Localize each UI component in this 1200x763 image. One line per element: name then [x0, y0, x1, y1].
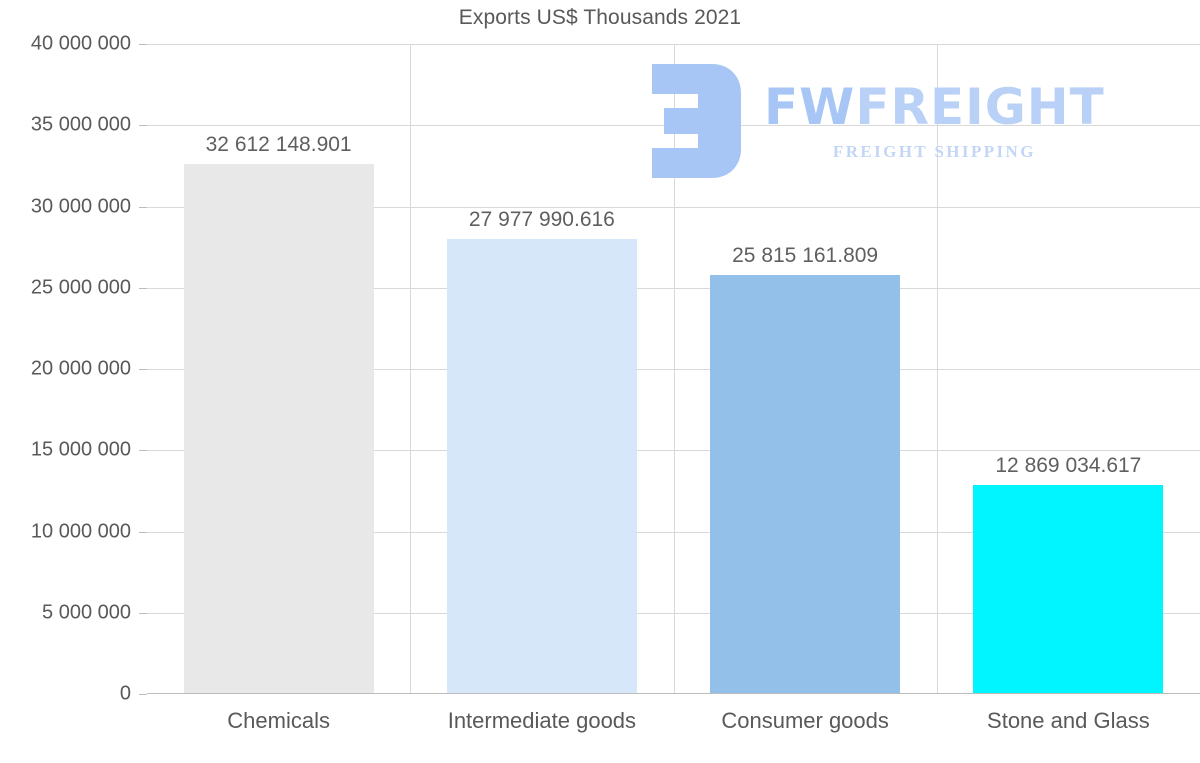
y-axis-tick-mark: [139, 207, 147, 208]
y-axis-tick-label: 5 000 000: [42, 601, 131, 624]
y-axis-tick-label: 35 000 000: [30, 113, 131, 136]
y-axis-tick-mark: [139, 532, 147, 533]
y-axis-tick-mark: [139, 613, 147, 614]
gridline-vertical: [937, 44, 938, 694]
bar[interactable]: [446, 239, 637, 694]
y-axis-tick-label: 15 000 000: [30, 438, 131, 461]
y-axis-tick-label: 30 000 000: [30, 195, 131, 217]
y-axis-tick-mark: [139, 450, 147, 451]
bar[interactable]: [973, 484, 1164, 694]
x-axis-tick-label: Chemicals: [227, 708, 330, 733]
gridline-horizontal: [147, 612, 1200, 614]
x-axis-baseline: [147, 693, 1200, 694]
gridline-horizontal: [147, 206, 1200, 208]
bar[interactable]: [710, 274, 901, 694]
bar-value-label: 25 815 161.809: [732, 243, 879, 267]
gridline-horizontal: [147, 287, 1200, 289]
gridline-horizontal: [147, 44, 1200, 45]
y-axis-tick-mark: [139, 369, 147, 370]
gridline-horizontal: [147, 450, 1200, 452]
y-axis-tick-label: 20 000 000: [30, 357, 131, 380]
plot-area: [147, 44, 1200, 694]
y-axis-tick-mark: [139, 288, 147, 289]
y-axis-tick-label: 25 000 000: [30, 276, 131, 299]
bar-value-label: 32 612 148.901: [205, 133, 352, 157]
x-axis-tick-label: Stone and Glass: [987, 708, 1150, 733]
y-axis-tick-mark: [139, 44, 147, 45]
y-axis-tick-label: 10 000 000: [30, 520, 131, 542]
bar-value-label: 12 869 034.617: [995, 453, 1142, 477]
bar[interactable]: [183, 164, 374, 694]
y-axis-tick-label: 0: [119, 682, 131, 705]
y-axis-tick-label: 40 000 000: [30, 32, 131, 55]
gridline-horizontal: [147, 369, 1200, 370]
chart-title: Exports US$ Thousands 2021: [458, 6, 742, 29]
gridline-vertical: [674, 44, 675, 694]
gridline-horizontal: [147, 531, 1200, 533]
x-axis-tick-label: Intermediate goods: [447, 708, 637, 733]
bar-value-label: 27 977 990.616: [468, 208, 615, 232]
y-axis-tick-mark: [139, 694, 147, 695]
gridline-vertical: [410, 44, 411, 694]
x-axis-tick-label: Consumer goods: [721, 708, 889, 733]
y-axis-tick-mark: [139, 125, 147, 126]
